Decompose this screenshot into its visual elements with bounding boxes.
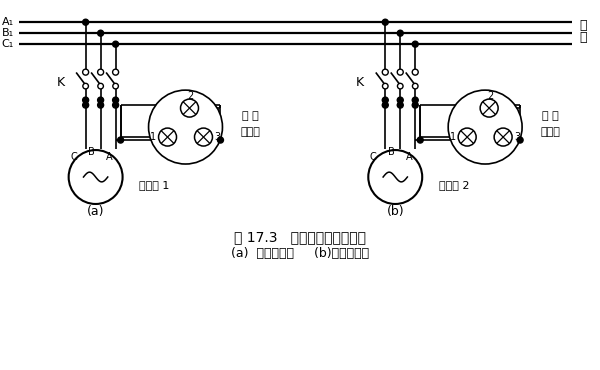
Circle shape	[83, 83, 88, 89]
Circle shape	[417, 137, 423, 143]
Circle shape	[118, 137, 124, 143]
Text: A: A	[406, 152, 413, 162]
Circle shape	[113, 69, 119, 75]
Text: 2: 2	[487, 91, 493, 101]
Text: K: K	[356, 75, 364, 89]
Circle shape	[194, 128, 212, 146]
Circle shape	[480, 99, 498, 117]
Circle shape	[448, 90, 522, 164]
Circle shape	[217, 137, 223, 143]
Text: B₁: B₁	[2, 28, 14, 38]
Text: 同 步
指示灯: 同 步 指示灯	[540, 111, 560, 137]
Text: 3: 3	[214, 132, 221, 142]
Text: B: B	[88, 147, 95, 157]
Circle shape	[397, 83, 403, 89]
Circle shape	[412, 41, 418, 47]
Circle shape	[397, 97, 403, 103]
Text: C: C	[370, 152, 377, 162]
Circle shape	[368, 150, 422, 204]
Text: 2: 2	[187, 91, 194, 101]
Text: A: A	[106, 152, 113, 162]
Circle shape	[113, 97, 119, 103]
Circle shape	[83, 19, 89, 25]
Circle shape	[412, 97, 418, 103]
Circle shape	[68, 150, 122, 204]
Text: C₁: C₁	[1, 39, 14, 49]
Text: C: C	[70, 152, 77, 162]
Circle shape	[98, 97, 104, 103]
Text: 图 17.3   三相同步发电机整步: 图 17.3 三相同步发电机整步	[235, 230, 367, 244]
Text: 同 步
指示灯: 同 步 指示灯	[241, 111, 260, 137]
Circle shape	[412, 102, 418, 108]
Text: (b): (b)	[386, 205, 404, 218]
Text: B: B	[388, 147, 395, 157]
Circle shape	[113, 83, 118, 89]
Circle shape	[382, 83, 388, 89]
Circle shape	[397, 30, 403, 36]
Text: 3: 3	[514, 132, 520, 142]
Text: K: K	[56, 75, 65, 89]
Circle shape	[98, 83, 103, 89]
Circle shape	[83, 102, 89, 108]
Circle shape	[113, 102, 119, 108]
Circle shape	[382, 97, 388, 103]
Circle shape	[98, 69, 104, 75]
Circle shape	[397, 69, 403, 75]
Circle shape	[181, 99, 199, 117]
Circle shape	[83, 69, 89, 75]
Text: 1: 1	[151, 132, 157, 142]
Circle shape	[382, 102, 388, 108]
Circle shape	[382, 69, 388, 75]
Circle shape	[149, 90, 223, 164]
Text: A₁: A₁	[2, 17, 14, 27]
Circle shape	[98, 30, 104, 36]
Circle shape	[382, 19, 388, 25]
Text: 网: 网	[579, 31, 587, 44]
Text: 电: 电	[579, 19, 587, 32]
Circle shape	[412, 69, 418, 75]
Circle shape	[458, 128, 476, 146]
Text: 1: 1	[450, 132, 456, 142]
Circle shape	[517, 137, 523, 143]
Text: 发电机 2: 发电机 2	[439, 180, 469, 190]
Circle shape	[412, 83, 418, 89]
Circle shape	[494, 128, 512, 146]
Text: (a): (a)	[87, 205, 104, 218]
Circle shape	[113, 41, 119, 47]
Circle shape	[83, 97, 89, 103]
Text: 发电机 1: 发电机 1	[139, 180, 170, 190]
Circle shape	[98, 102, 104, 108]
Circle shape	[397, 102, 403, 108]
Text: (a)  灯光明暗法     (b)灯光旋转法: (a) 灯光明暗法 (b)灯光旋转法	[232, 248, 370, 260]
Circle shape	[158, 128, 176, 146]
